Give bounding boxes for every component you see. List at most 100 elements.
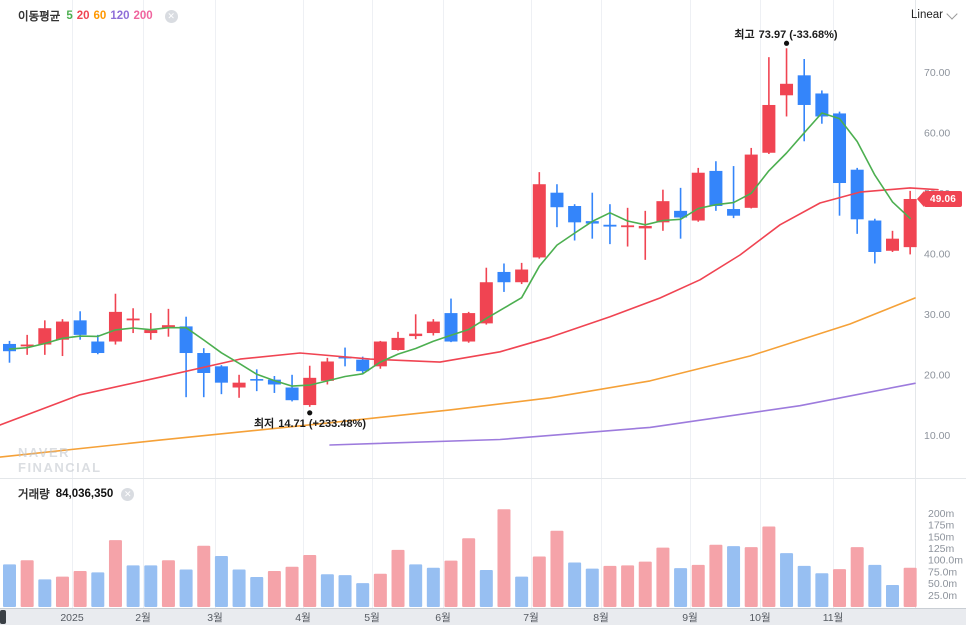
volume-bar[interactable] [621,565,635,607]
volume-bar[interactable] [762,526,776,607]
volume-bar[interactable] [638,561,652,607]
candle-body[interactable] [550,192,564,208]
volume-bar[interactable] [815,573,829,607]
candle-body[interactable] [479,282,493,324]
volume-bar[interactable] [797,565,811,607]
candle-body[interactable] [197,353,211,373]
volume-bar[interactable] [267,570,281,607]
candle-body[interactable] [144,330,158,334]
candle-body[interactable] [833,113,847,184]
candle-body[interactable] [674,210,688,218]
volume-bar[interactable] [38,579,52,607]
ma-period-120[interactable]: 120 [110,10,130,22]
volume-bar[interactable] [356,583,370,607]
candle-body[interactable] [515,269,529,283]
volume-bar[interactable] [833,569,847,607]
volume-bar[interactable] [850,547,864,607]
volume-bar[interactable] [55,576,69,607]
volume-legend-close-icon[interactable]: ✕ [121,487,135,501]
volume-bar[interactable] [3,564,16,607]
scale-selector[interactable]: Linear [911,7,958,21]
volume-bar[interactable] [409,564,423,607]
volume-bar[interactable] [285,566,299,607]
candle-body[interactable] [850,169,864,220]
volume-bar[interactable] [179,569,193,607]
candle-body[interactable] [426,321,440,334]
volume-bar[interactable] [426,567,440,607]
candle-body[interactable] [38,328,52,345]
volume-bar[interactable] [868,564,882,607]
volume-bar[interactable] [603,565,617,607]
candle-body[interactable] [73,320,87,335]
volume-bar[interactable] [126,565,140,607]
volume-bar[interactable] [250,577,264,607]
candle-body[interactable] [868,220,882,252]
ma-period-60[interactable]: 60 [93,10,107,22]
ma-legend-close-icon[interactable]: ✕ [164,9,178,23]
candle-body[interactable] [744,154,758,208]
volume-bar[interactable] [532,556,546,607]
volume-bar[interactable] [444,560,458,607]
ma-period-200[interactable]: 200 [133,10,153,22]
time-axis-handle[interactable] [0,610,6,624]
candle-body[interactable] [285,387,299,401]
candle-body[interactable] [214,366,228,383]
volume-bar[interactable] [214,555,228,607]
candle-body[interactable] [903,198,917,248]
volume-bar[interactable] [73,570,87,607]
candle-body[interactable] [91,341,105,354]
candle-body[interactable] [409,333,423,337]
volume-bar[interactable] [320,574,334,607]
candle-body[interactable] [638,225,652,229]
candle-body[interactable] [568,206,582,223]
candle-body[interactable] [179,326,193,354]
volume-bar[interactable] [674,568,688,607]
candle-body[interactable] [727,209,741,216]
candle-body[interactable] [656,201,670,223]
volume-bar[interactable] [144,565,158,607]
volume-bar[interactable] [303,555,317,607]
candle-body[interactable] [320,361,334,381]
candle-body[interactable] [232,382,246,388]
candle-body[interactable] [621,225,635,228]
candle-body[interactable] [462,313,476,342]
volume-bar[interactable] [338,575,352,607]
candle-body[interactable] [20,344,34,347]
candle-body[interactable] [762,104,776,153]
volume-bar[interactable] [656,547,670,607]
volume-bar[interactable] [161,560,175,607]
volume-bar[interactable] [903,567,917,607]
volume-bar[interactable] [886,585,899,607]
volume-bar[interactable] [497,509,511,607]
volume-bar[interactable] [20,560,34,607]
volume-bar[interactable] [691,564,705,607]
candle-body[interactable] [126,318,140,321]
volume-bar[interactable] [232,569,246,607]
candle-body[interactable] [55,321,69,340]
candle-body[interactable] [532,184,546,258]
candle-body[interactable] [3,343,16,352]
candle-body[interactable] [267,379,281,385]
volume-bar[interactable] [91,572,105,607]
volume-bar[interactable] [709,544,723,607]
candle-body[interactable] [108,311,122,342]
volume-bar[interactable] [391,549,405,607]
time-axis-band[interactable] [0,609,966,625]
volume-bar[interactable] [462,538,476,607]
volume-bar[interactable] [744,547,758,607]
candle-body[interactable] [691,172,705,221]
volume-bar[interactable] [515,576,529,607]
ma-period-20[interactable]: 20 [76,10,90,22]
candle-body[interactable] [356,359,370,372]
candle-body[interactable] [303,377,317,406]
candle-body[interactable] [161,325,175,329]
ma-period-5[interactable]: 5 [66,10,73,22]
volume-bar[interactable] [108,540,122,607]
volume-bar[interactable] [780,553,794,607]
candle-body[interactable] [797,75,811,105]
volume-bar[interactable] [585,568,599,607]
volume-bar[interactable] [727,546,741,607]
candle-body[interactable] [497,271,511,283]
volume-bar[interactable] [550,530,564,607]
